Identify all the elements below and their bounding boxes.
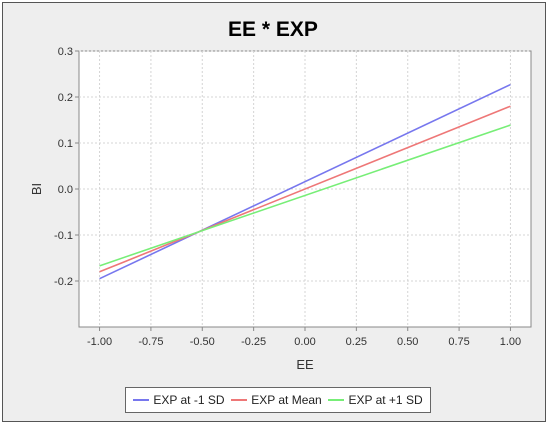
series-line-3 (99, 124, 511, 267)
x-tick-label: 0.75 (448, 336, 469, 348)
y-tick-label: 0.0 (58, 184, 73, 196)
y-tick-label: -0.2 (54, 276, 73, 288)
chart-svg: EE * EXP -1.00 -0.75 -0.50 -0.25 0.00 0.25 0.5… (29, 18, 532, 372)
legend-swatch (231, 399, 248, 401)
legend-swatch (133, 399, 150, 401)
y-tick-label: 0.1 (58, 138, 73, 150)
series-line-2 (99, 105, 511, 273)
y-tick-label: 0.3 (58, 46, 73, 58)
legend: EXP at -1 SD EXP at Mean EXP at +1 SD (125, 387, 431, 413)
legend-item: EXP at Mean (231, 393, 322, 407)
x-tick-label: -0.75 (138, 336, 163, 348)
series-layer (99, 83, 511, 280)
x-tick-label: -1.00 (87, 336, 112, 348)
x-tick-label: 1.00 (500, 336, 521, 348)
chart-title: EE * EXP (228, 18, 318, 41)
x-tick-label: -0.50 (190, 336, 215, 348)
x-axis-title: EE (296, 357, 314, 372)
legend-label: EXP at +1 SD (348, 393, 423, 407)
x-axis-ticks: -1.00 -0.75 -0.50 -0.25 0.00 0.25 0.50 0.75 1.00 (87, 327, 521, 348)
x-tick-label: 0.00 (294, 336, 315, 348)
legend-label: EXP at -1 SD (153, 393, 225, 407)
y-axis-title: BI (29, 183, 44, 195)
legend-item: EXP at +1 SD (328, 393, 423, 407)
y-axis-ticks: 0.3 0.2 0.1 0.0 -0.1 -0.2 (54, 46, 79, 288)
legend-label: EXP at Mean (251, 393, 322, 407)
x-tick-label: 0.25 (346, 336, 367, 348)
y-tick-label: 0.2 (58, 92, 73, 104)
y-tick-label: -0.1 (54, 230, 73, 242)
x-tick-label: 0.50 (397, 336, 418, 348)
chart-frame: EE * EXP -1.00 -0.75 -0.50 -0.25 0.00 0.25 0.5… (2, 2, 546, 422)
series-line-1 (99, 83, 511, 280)
x-tick-label: -0.25 (241, 336, 266, 348)
legend-swatch (328, 399, 345, 401)
legend-item: EXP at -1 SD (133, 393, 225, 407)
grid (79, 50, 531, 327)
